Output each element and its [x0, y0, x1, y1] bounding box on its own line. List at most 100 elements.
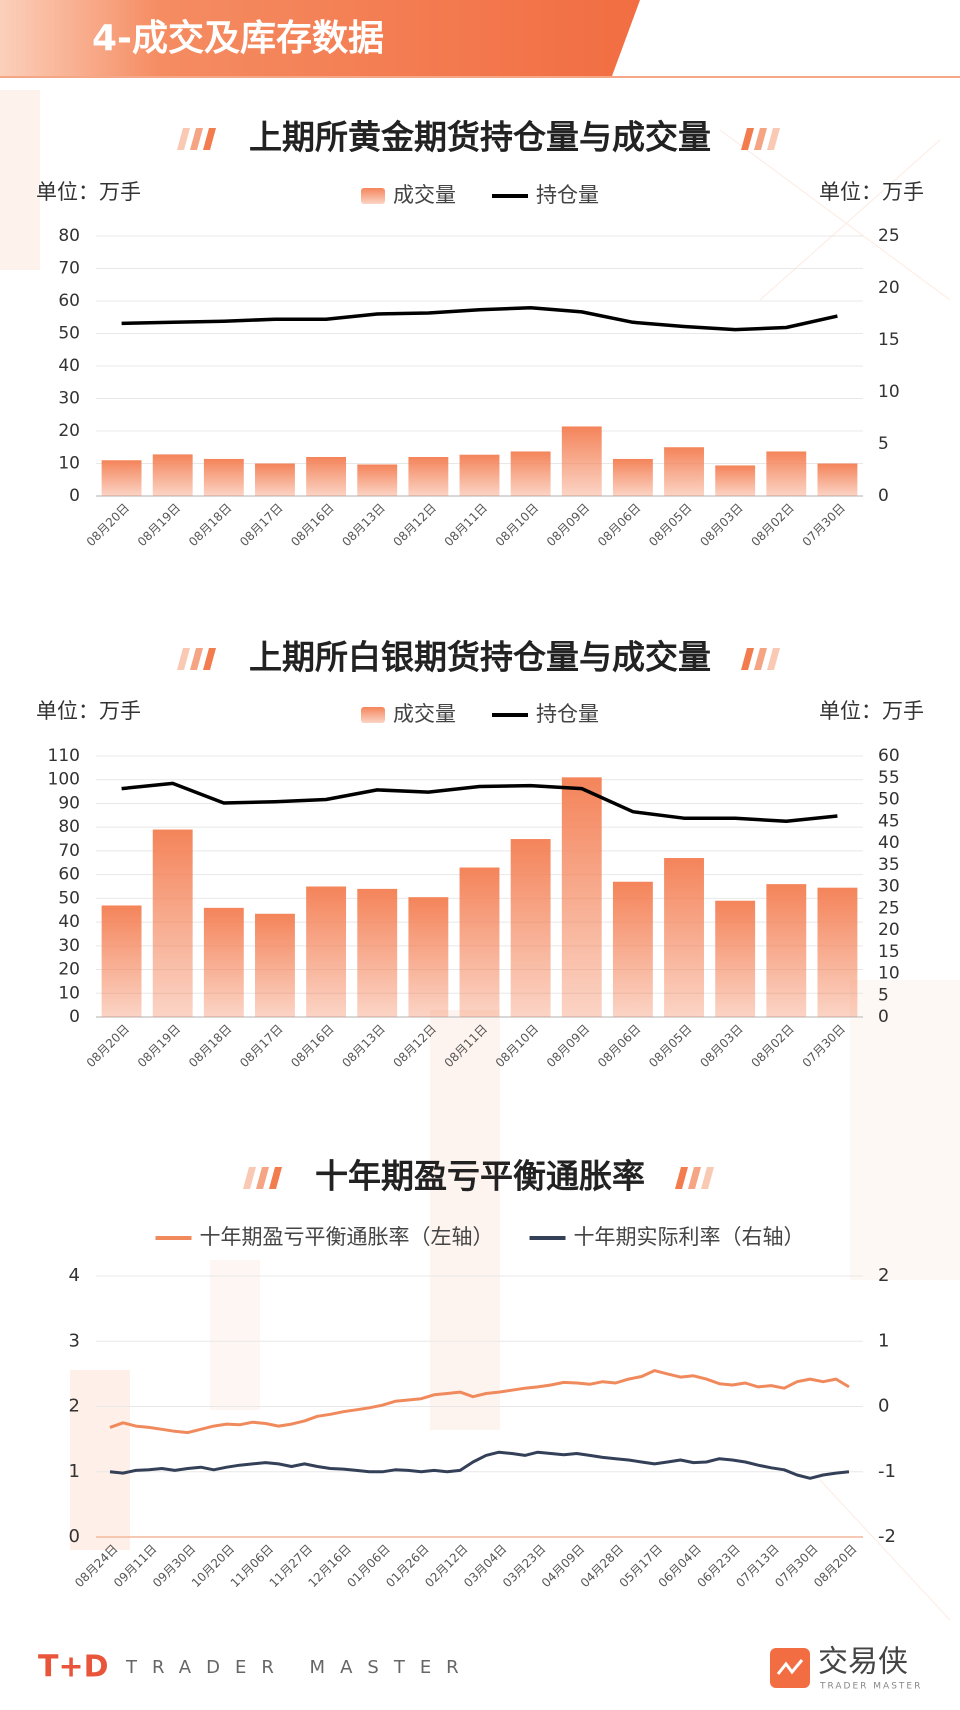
bar	[664, 858, 704, 1017]
y2-tick-label: 15	[878, 942, 900, 962]
y2-tick-label: 1	[878, 1330, 889, 1351]
y2-tick-label: -2	[878, 1526, 896, 1547]
bar	[408, 457, 449, 496]
title-decor	[754, 128, 767, 150]
y-tick-label: 10	[58, 983, 80, 1003]
x-tick-label: 08月20日	[84, 1022, 132, 1070]
header: 4-成交及库存数据	[0, 0, 960, 78]
y2-tick-label: 2	[878, 1265, 889, 1286]
bar	[357, 464, 398, 496]
legend-label: 持仓量	[536, 183, 599, 207]
y-tick-label: 50	[58, 324, 80, 344]
x-tick-label: 07月30日	[800, 1022, 848, 1070]
x-tick-label: 08月16日	[288, 501, 336, 549]
y-tick-label: 110	[48, 746, 80, 766]
title-decor	[741, 128, 754, 150]
x-tick-label: 08月06日	[595, 1022, 643, 1070]
x-tick-label: 07月30日	[800, 501, 848, 549]
title-decor	[754, 648, 767, 670]
line	[109, 1450, 850, 1480]
bar	[101, 460, 142, 496]
title-decor	[190, 128, 203, 150]
y2-tick-label: 5	[878, 434, 889, 454]
y-tick-label: 0	[69, 1007, 80, 1027]
title-decor	[701, 1167, 714, 1189]
y-tick-label: 40	[58, 356, 80, 376]
bar	[664, 447, 704, 496]
y-unit-label: 单位：万手	[36, 699, 141, 723]
x-tick-label: 08月10日	[493, 501, 541, 549]
x-tick-label: 08月05日	[646, 501, 694, 549]
line	[121, 781, 838, 824]
bar	[715, 465, 756, 496]
x-tick-label: 08月18日	[186, 1022, 234, 1070]
y2-tick-label: 20	[878, 278, 900, 298]
bar	[306, 886, 347, 1017]
y-tick-label: 60	[58, 865, 80, 885]
x-tick-label: 08月03日	[697, 1022, 745, 1070]
y2-tick-label: 10	[878, 964, 900, 984]
y2-tick-label: 40	[878, 833, 900, 853]
chart-title: 上期所白银期货持仓量与成交量	[249, 638, 711, 677]
y-tick-label: 70	[58, 259, 80, 279]
x-tick-label: 08月20日	[811, 1542, 859, 1590]
y2-tick-label: 60	[878, 746, 900, 766]
line	[109, 1369, 850, 1435]
x-tick-label: 08月12日	[390, 501, 438, 549]
title-decor	[767, 128, 780, 150]
bar	[766, 451, 807, 496]
x-tick-label: 08月09日	[544, 1022, 592, 1070]
x-tick-label: 08月18日	[186, 501, 234, 549]
y-tick-label: 2	[69, 1396, 80, 1417]
x-tick-label: 08月05日	[646, 1022, 694, 1070]
legend-swatch	[361, 188, 385, 204]
title-decor	[256, 1167, 269, 1189]
y-tick-label: 50	[58, 888, 80, 908]
x-tick-label: 08月17日	[237, 1022, 285, 1070]
footer-tagline: TRADER MASTER	[125, 1657, 474, 1678]
bar	[817, 887, 858, 1017]
x-tick-label: 08月13日	[339, 1022, 387, 1070]
title-decor	[269, 1167, 282, 1189]
bar	[203, 458, 244, 496]
y-tick-label: 60	[58, 291, 80, 311]
x-tick-label: 08月11日	[442, 501, 490, 549]
logo-text: 交易侠	[818, 1645, 908, 1680]
footer: T+D TRADER MASTER 交易侠 TRADER MASTER	[38, 1645, 920, 1692]
header-title: 4-成交及库存数据	[92, 17, 384, 59]
bar	[459, 867, 500, 1017]
y2-tick-label: 50	[878, 790, 900, 810]
bar	[306, 457, 347, 496]
title-decor	[243, 1167, 256, 1189]
bar	[817, 463, 858, 496]
y-tick-label: 80	[58, 226, 80, 246]
legend-label: 持仓量	[536, 702, 599, 726]
title-decor	[675, 1167, 688, 1189]
x-tick-label: 08月02日	[748, 501, 796, 549]
bar	[561, 777, 602, 1017]
line	[121, 306, 838, 332]
y-tick-label: 30	[58, 936, 80, 956]
y2-tick-label: 0	[878, 1007, 889, 1027]
y2-tick-label: 45	[878, 811, 900, 831]
y-tick-label: 20	[58, 421, 80, 441]
title-decor	[203, 648, 216, 670]
bar	[357, 888, 398, 1017]
bar	[612, 458, 653, 496]
bar	[612, 881, 653, 1017]
x-tick-label: 08月03日	[697, 501, 745, 549]
x-tick-label: 08月17日	[237, 501, 285, 549]
legend-label: 十年期盈亏平衡通胀率（左轴）	[200, 1225, 494, 1249]
bar	[255, 913, 295, 1017]
chart-title: 十年期盈亏平衡通胀率	[315, 1157, 645, 1196]
y2-tick-label: 5	[878, 985, 889, 1005]
bar	[510, 451, 551, 496]
y-tick-label: 40	[58, 912, 80, 932]
y2-unit-label: 单位：万手	[819, 180, 924, 204]
x-tick-label: 08月02日	[748, 1022, 796, 1070]
title-decor	[741, 648, 754, 670]
y2-tick-label: 30	[878, 877, 900, 897]
title-decor	[190, 648, 203, 670]
bar	[152, 454, 193, 496]
